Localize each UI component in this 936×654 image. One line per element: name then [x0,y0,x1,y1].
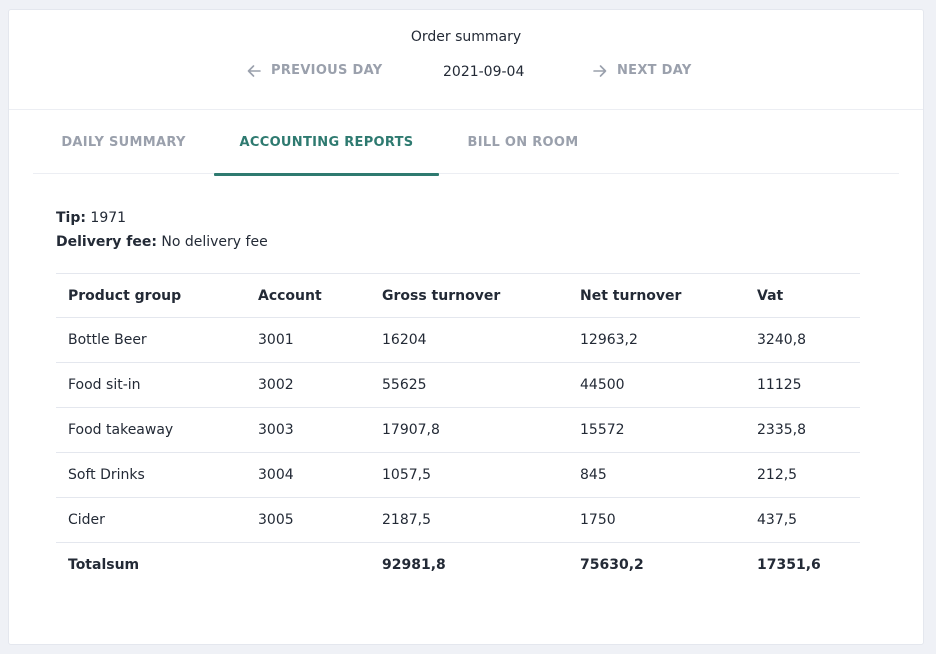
cell-product-group: Food sit-in [56,362,246,408]
cell-gross-turnover: 1057,5 [370,452,568,498]
total-account [246,542,370,588]
tab-bill-on-room[interactable]: BILL ON ROOM [467,134,579,150]
cell-product-group: Soft Drinks [56,452,246,498]
table-row: Food sit-in 3002 55625 44500 11125 [56,362,860,408]
cell-gross-turnover: 16204 [370,317,568,363]
cell-vat: 212,5 [745,452,860,498]
column-header-gross-turnover: Gross turnover [370,273,568,318]
cell-gross-turnover: 2187,5 [370,497,568,543]
cell-vat: 2335,8 [745,407,860,453]
cell-net-turnover: 1750 [568,497,745,543]
cell-vat: 437,5 [745,497,860,543]
column-header-account: Account [246,273,370,318]
arrow-left-icon [247,64,261,77]
column-header-vat: Vat [745,273,860,318]
table-total-row: Totalsum 92981,8 75630,2 17351,6 [56,542,860,588]
tab-daily-summary[interactable]: DAILY SUMMARY [61,134,186,150]
order-summary-header: Order summary PREVIOUS DAY 2021-09-04 NE… [9,10,923,110]
arrow-right-icon [593,64,607,77]
next-day-button[interactable]: NEXT DAY [593,63,692,78]
previous-day-label: PREVIOUS DAY [271,63,383,78]
accounting-table: Product group Account Gross turnover Net… [56,273,860,588]
order-info: Tip: 1971 Delivery fee: No delivery fee [56,206,268,254]
cell-account: 3003 [246,407,370,453]
previous-day-button[interactable]: PREVIOUS DAY [247,63,382,78]
cell-account: 3005 [246,497,370,543]
cell-net-turnover: 15572 [568,407,745,453]
total-net-turnover: 75630,2 [568,542,745,588]
current-date: 2021-09-04 [443,64,525,80]
cell-gross-turnover: 17907,8 [370,407,568,453]
cell-account: 3002 [246,362,370,408]
tip-label: Tip: [56,210,86,226]
tip-value: 1971 [90,210,127,226]
tab-accounting-reports[interactable]: ACCOUNTING REPORTS [214,110,439,176]
day-navigation: PREVIOUS DAY 2021-09-04 NEXT DAY [9,63,923,83]
cell-account: 3001 [246,317,370,363]
tip-line: Tip: 1971 [56,206,268,230]
table-header-row: Product group Account Gross turnover Net… [56,273,860,318]
cell-account: 3004 [246,452,370,498]
table-row: Cider 3005 2187,5 1750 437,5 [56,497,860,543]
cell-vat: 11125 [745,362,860,408]
next-day-label: NEXT DAY [617,63,692,78]
report-tabs: DAILY SUMMARY ACCOUNTING REPORTS BILL ON… [33,110,899,176]
cell-product-group: Bottle Beer [56,317,246,363]
cell-product-group: Food takeaway [56,407,246,453]
cell-vat: 3240,8 [745,317,860,363]
cell-net-turnover: 44500 [568,362,745,408]
total-vat: 17351,6 [745,542,860,588]
column-header-product-group: Product group [56,273,246,318]
column-header-net-turnover: Net turnover [568,273,745,318]
total-gross-turnover: 92981,8 [370,542,568,588]
delivery-fee-label: Delivery fee: [56,234,157,250]
cell-product-group: Cider [56,497,246,543]
table-row: Bottle Beer 3001 16204 12963,2 3240,8 [56,317,860,363]
table-row: Soft Drinks 3004 1057,5 845 212,5 [56,452,860,498]
table-row: Food takeaway 3003 17907,8 15572 2335,8 [56,407,860,453]
delivery-fee-value: No delivery fee [161,234,268,250]
total-label: Totalsum [56,542,246,588]
page-title: Order summary [410,29,522,45]
cell-net-turnover: 12963,2 [568,317,745,363]
delivery-fee-line: Delivery fee: No delivery fee [56,230,268,254]
cell-gross-turnover: 55625 [370,362,568,408]
cell-net-turnover: 845 [568,452,745,498]
